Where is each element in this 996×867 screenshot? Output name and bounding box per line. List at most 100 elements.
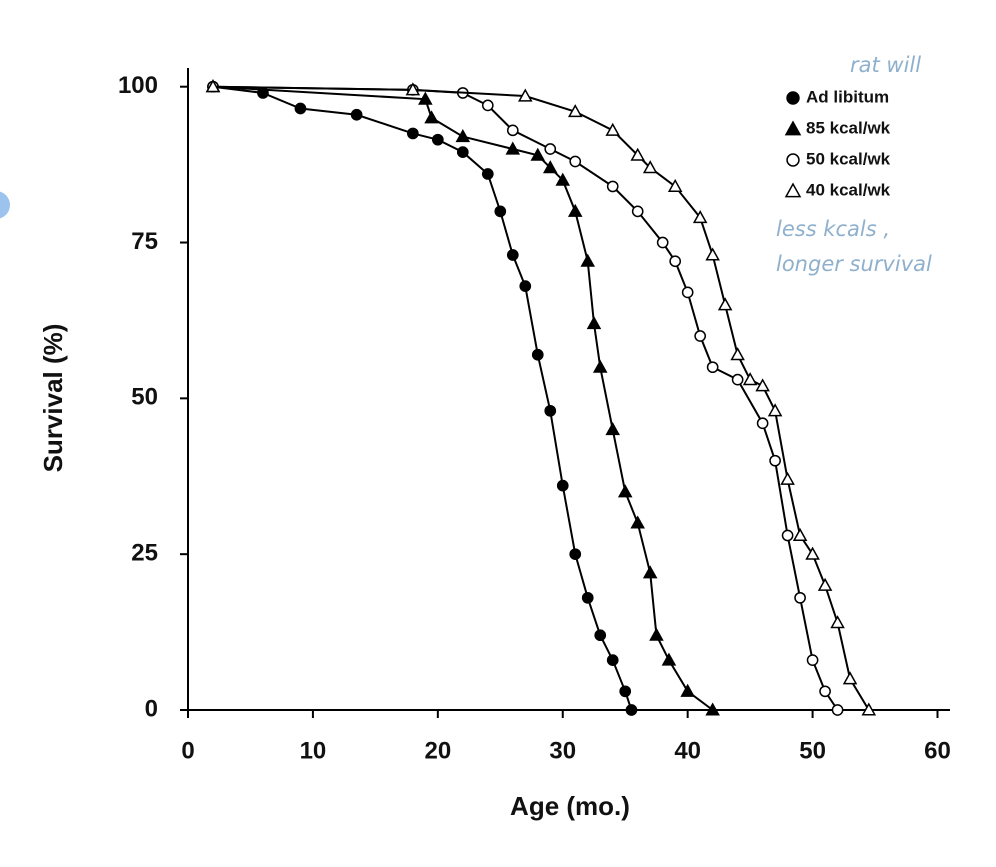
survival-curve: [212, 85, 714, 711]
marker: [619, 685, 632, 698]
marker: [642, 160, 658, 174]
legend-marker: [786, 91, 800, 105]
marker: [680, 683, 695, 697]
marker: [705, 702, 720, 716]
x-tick-label: 0: [181, 737, 194, 764]
marker: [481, 168, 494, 180]
marker: [842, 671, 858, 685]
marker: [692, 210, 708, 224]
annotation: less kcals ,: [776, 217, 890, 241]
marker: [481, 99, 494, 112]
marker: [556, 479, 569, 492]
marker: [569, 548, 582, 561]
marker: [569, 155, 582, 168]
marker: [717, 297, 733, 311]
marker: [792, 527, 808, 542]
survival-curve: [212, 85, 870, 711]
marker: [625, 704, 638, 716]
y-tick-label: 75: [131, 228, 158, 255]
marker: [817, 577, 833, 591]
x-tick-label: 10: [300, 737, 327, 764]
annotation: rat will: [850, 53, 921, 77]
x-tick-label: 30: [549, 737, 576, 764]
marker: [605, 122, 620, 136]
marker: [592, 359, 608, 373]
marker: [806, 654, 819, 666]
marker: [519, 280, 532, 293]
marker: [424, 110, 439, 124]
annotation: longer survival: [776, 252, 932, 276]
marker: [606, 180, 619, 193]
marker: [506, 249, 519, 261]
y-tick-label: 100: [118, 72, 158, 99]
x-tick-label: 60: [924, 737, 951, 764]
survival-curve: [212, 85, 839, 711]
marker: [705, 247, 720, 261]
marker: [580, 253, 596, 267]
marker: [706, 361, 719, 374]
marker: [567, 203, 583, 217]
marker: [731, 373, 744, 386]
legend-marker: [786, 153, 800, 167]
marker: [830, 615, 845, 629]
marker: [661, 652, 677, 666]
cursor-dot: [0, 191, 10, 219]
marker: [494, 205, 507, 218]
marker: [205, 79, 221, 93]
marker: [586, 316, 602, 330]
legend-label: 85 kcal/wk: [806, 118, 891, 137]
marker: [530, 147, 546, 161]
marker: [694, 330, 707, 342]
marker: [656, 236, 669, 249]
x-tick-label: 40: [674, 737, 701, 764]
legend-label: 40 kcal/wk: [806, 180, 891, 199]
marker: [531, 348, 544, 361]
legend-label: Ad libitum: [806, 87, 889, 106]
marker: [649, 627, 664, 641]
marker: [755, 378, 770, 392]
marker: [730, 347, 745, 361]
marker: [819, 685, 831, 698]
legend-label: 50 kcal/wk: [806, 149, 891, 168]
marker: [781, 529, 794, 542]
y-tick-label: 25: [131, 540, 158, 567]
marker: [431, 133, 444, 146]
marker: [681, 286, 694, 299]
marker: [505, 141, 521, 155]
x-tick-label: 50: [799, 737, 826, 764]
marker: [805, 546, 820, 560]
marker: [544, 404, 557, 417]
marker: [831, 704, 844, 716]
survival-curve: [212, 85, 633, 711]
marker: [506, 124, 519, 137]
marker: [861, 702, 877, 716]
marker: [767, 403, 783, 417]
marker: [555, 172, 571, 186]
marker: [594, 629, 607, 642]
marker: [617, 484, 633, 498]
marker: [606, 654, 619, 666]
marker: [756, 417, 769, 430]
marker: [742, 372, 758, 386]
marker: [456, 146, 469, 158]
marker: [418, 91, 433, 105]
x-axis-title: Age (mo.): [510, 791, 630, 821]
marker: [294, 102, 307, 115]
marker: [350, 108, 363, 121]
marker: [794, 591, 806, 604]
marker: [405, 82, 421, 96]
marker: [669, 255, 682, 268]
marker: [542, 160, 558, 174]
marker: [581, 591, 594, 604]
marker: [630, 515, 645, 529]
y-tick-label: 50: [131, 384, 158, 411]
legend-marker: [784, 120, 802, 136]
marker: [780, 471, 795, 485]
marker: [518, 88, 533, 102]
marker: [630, 147, 645, 161]
marker: [631, 205, 644, 218]
legend-marker: [784, 182, 802, 198]
marker: [769, 454, 781, 467]
marker: [567, 104, 583, 118]
marker: [407, 127, 419, 140]
